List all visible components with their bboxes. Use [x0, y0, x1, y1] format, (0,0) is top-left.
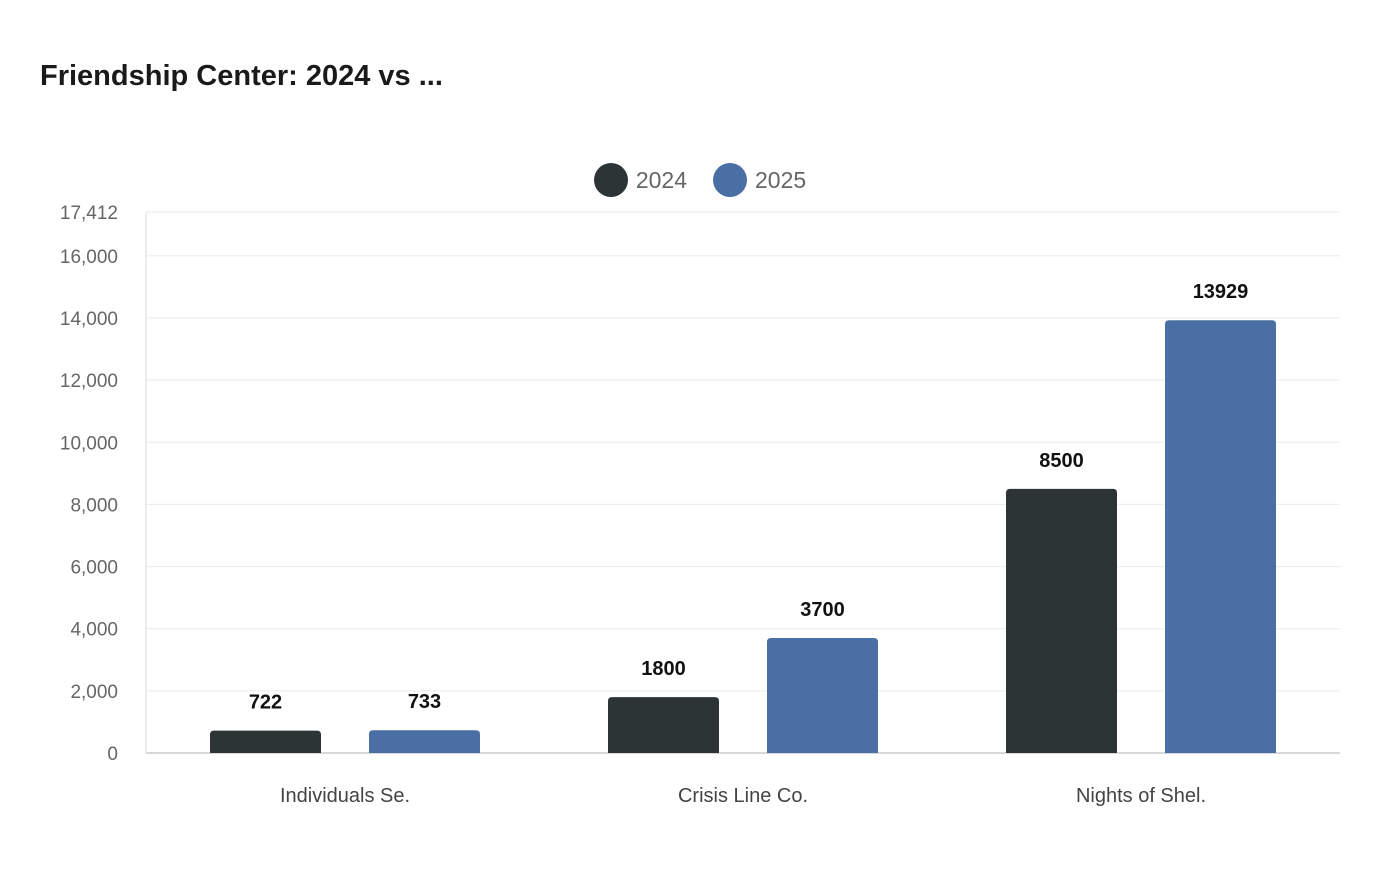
y-tick-label: 4,000: [70, 620, 118, 641]
legend-marker-icon: [713, 163, 747, 197]
bar-2024: [210, 730, 321, 753]
x-tick-label: Crisis Line Co.: [678, 785, 808, 807]
data-label: 722: [249, 692, 282, 714]
legend: 2024 2025: [0, 163, 1400, 197]
chart-title: Friendship Center: 2024 vs ...: [40, 60, 443, 92]
legend-label: 2025: [755, 166, 807, 193]
bar-2025: [369, 730, 480, 753]
bar-2024: [608, 697, 719, 753]
data-label: 733: [408, 691, 441, 713]
x-tick-label: Individuals Se.: [280, 785, 410, 807]
legend-marker-icon: [593, 163, 628, 197]
data-label: 8500: [1039, 450, 1084, 472]
y-tick-label: 14,000: [60, 309, 118, 330]
x-tick-label: Nights of Shel.: [1076, 785, 1206, 807]
data-label: 3700: [800, 599, 845, 621]
legend-item-2024[interactable]: 2024: [593, 163, 687, 197]
bar-2024: [1006, 488, 1117, 753]
bar-2025: [767, 638, 878, 753]
bar-2025: [1165, 320, 1276, 753]
y-tick-label: 12,000: [60, 371, 118, 392]
y-tick-label: 6,000: [70, 558, 118, 579]
y-tick-label: 17,412: [60, 203, 118, 224]
data-label: 1800: [641, 658, 686, 680]
y-tick-label: 2,000: [70, 682, 118, 703]
legend-label: 2024: [635, 166, 687, 193]
y-tick-label: 0: [107, 744, 118, 765]
legend-item-2025[interactable]: 2025: [713, 163, 806, 197]
data-label: 13929: [1193, 281, 1249, 303]
y-tick-label: 10,000: [60, 433, 118, 454]
y-tick-label: 8,000: [70, 495, 118, 516]
y-tick-label: 16,000: [60, 247, 118, 268]
